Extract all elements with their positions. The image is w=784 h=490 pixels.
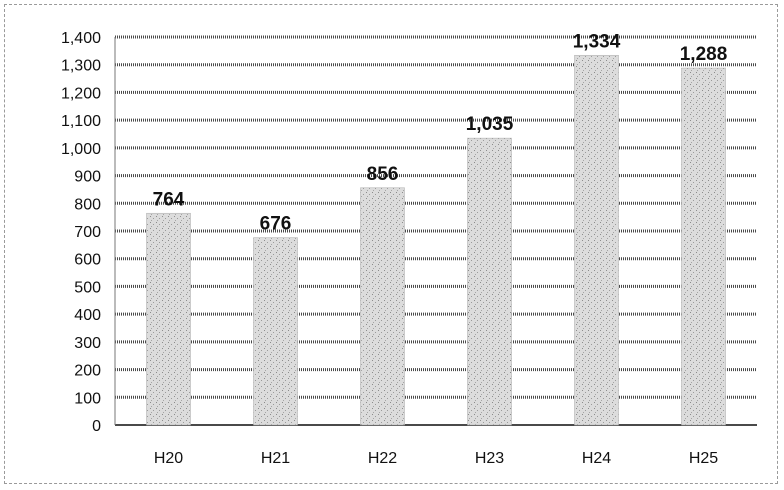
chart-frame: 0 100 200 300 400 500 600 700 800 900 1,000 1,100 1,… — [4, 4, 778, 484]
y-tick-label: 1,200 — [61, 85, 101, 102]
data-label: 1,035 — [466, 114, 514, 135]
x-tick-label: H24 — [582, 450, 611, 467]
x-tick-label: H25 — [689, 450, 718, 467]
bar-h22 — [360, 187, 405, 426]
y-tick-label: 700 — [74, 224, 101, 241]
data-label: 764 — [153, 189, 185, 210]
bar-h24 — [574, 54, 619, 426]
y-tick-label: 1,100 — [61, 113, 101, 130]
bars — [146, 54, 726, 426]
bar-chart: 0 100 200 300 400 500 600 700 800 900 1,000 1,100 1,… — [61, 30, 757, 467]
data-label: 1,288 — [680, 44, 728, 65]
y-tick-label: 900 — [74, 169, 101, 186]
x-tick-label: H21 — [261, 450, 290, 467]
y-tick-label: 200 — [74, 363, 101, 380]
y-tick-label: 800 — [74, 196, 101, 213]
axes: 0 100 200 300 400 500 600 700 800 900 1,000 1,100 1,… — [61, 30, 718, 467]
y-tick-label: 500 — [74, 279, 101, 296]
y-tick-label: 600 — [74, 252, 101, 269]
bar-h25 — [681, 67, 726, 426]
x-tick-label: H22 — [368, 450, 397, 467]
data-label: 856 — [367, 164, 399, 185]
y-tick-label: 400 — [74, 307, 101, 324]
y-tick-label: 100 — [74, 390, 101, 407]
y-tick-label: 1,400 — [61, 30, 101, 47]
data-labels: 764 676 856 1,035 1,334 1,288 — [153, 31, 728, 234]
gridlines — [115, 35, 757, 426]
y-tick-label: 0 — [92, 418, 101, 435]
y-tick-label: 1,000 — [61, 141, 101, 158]
bar-h23 — [467, 137, 512, 426]
x-tick-label: H20 — [154, 450, 183, 467]
y-tick-label: 300 — [74, 335, 101, 352]
data-label: 676 — [260, 214, 292, 235]
data-label: 1,334 — [573, 31, 621, 52]
bar-h20 — [146, 212, 191, 426]
x-tick-label: H23 — [475, 450, 504, 467]
bar-h21 — [253, 237, 298, 426]
y-tick-label: 1,300 — [61, 58, 101, 75]
